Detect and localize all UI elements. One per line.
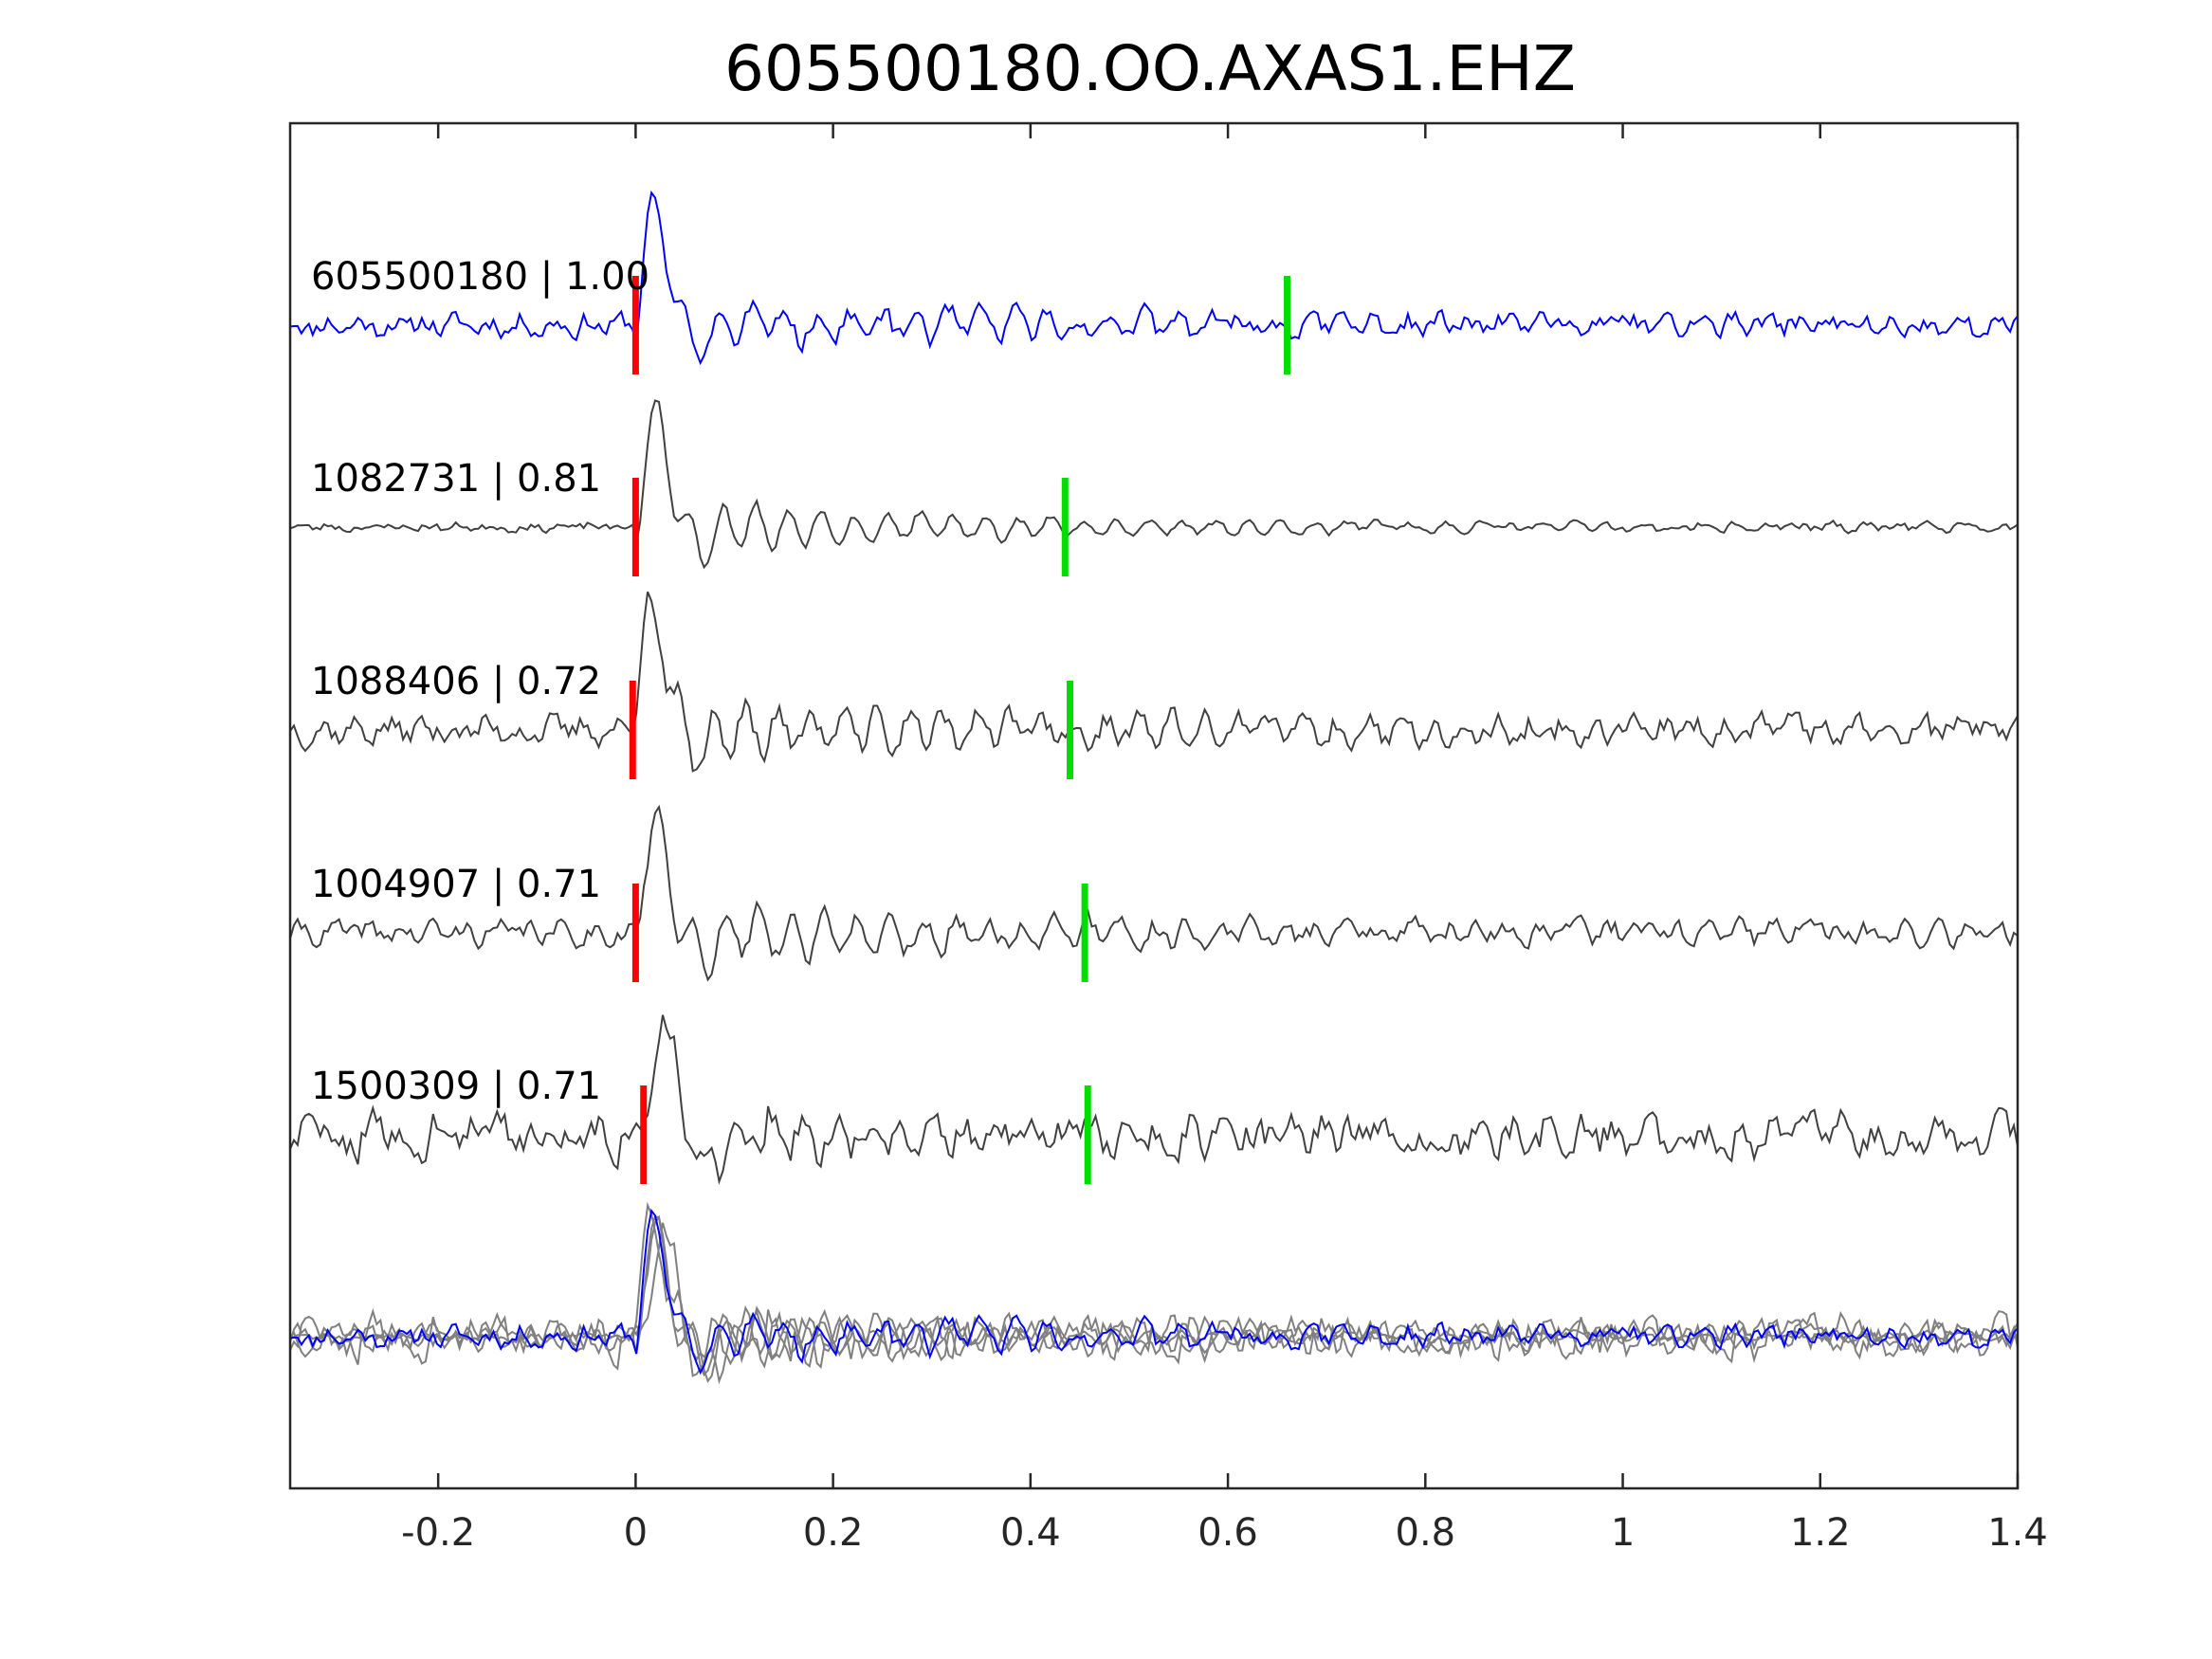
overlay-waveform-4: [289, 1214, 2019, 1384]
overlay-waveform-5: [289, 1222, 2019, 1385]
x-axis: -0.2 0 0.2 0.4 0.6 0.8 1 1.2 1.4: [401, 123, 2048, 1555]
trace-4-label: 1004907 | 0.71: [311, 863, 601, 906]
trace-3-label: 1088406 | 0.72: [311, 660, 601, 703]
overlay-waveform-3: [289, 1201, 2019, 1377]
trace-4-waveform: [289, 804, 2019, 982]
x-tick-label: 0.8: [1396, 1511, 1456, 1555]
trace-2-label: 1082731 | 0.81: [311, 457, 601, 501]
x-tick-label: 0: [624, 1511, 648, 1555]
trace-1-waveform: [289, 190, 2019, 366]
overlay-waveform-1: [289, 1208, 2019, 1376]
x-tick-label: 1.4: [1987, 1511, 2048, 1555]
trace-1-label: 605500180 | 1.00: [311, 255, 649, 299]
x-tick-label: 0.2: [803, 1511, 864, 1555]
x-tick-label: -0.2: [401, 1511, 475, 1555]
trace-2-waveform: [289, 399, 2019, 570]
traces-layer: [289, 190, 2019, 1385]
x-tick-label: 0.4: [1000, 1511, 1061, 1555]
trace-5-label: 1500309 | 0.71: [311, 1065, 601, 1108]
trace-5-waveform: [289, 1014, 2019, 1185]
x-tick-label: 1: [1611, 1511, 1635, 1555]
x-tick-label: 1.2: [1790, 1511, 1851, 1555]
trace-3-waveform: [289, 591, 2019, 773]
trace-labels-layer: 605500180 | 1.00 1082731 | 0.81 1088406 | …: [311, 255, 649, 1108]
chart-title: 605500180.OO.AXAS1.EHZ: [724, 32, 1576, 105]
x-tick-label: 0.6: [1197, 1511, 1258, 1555]
axes-frame: [288, 121, 2020, 1490]
